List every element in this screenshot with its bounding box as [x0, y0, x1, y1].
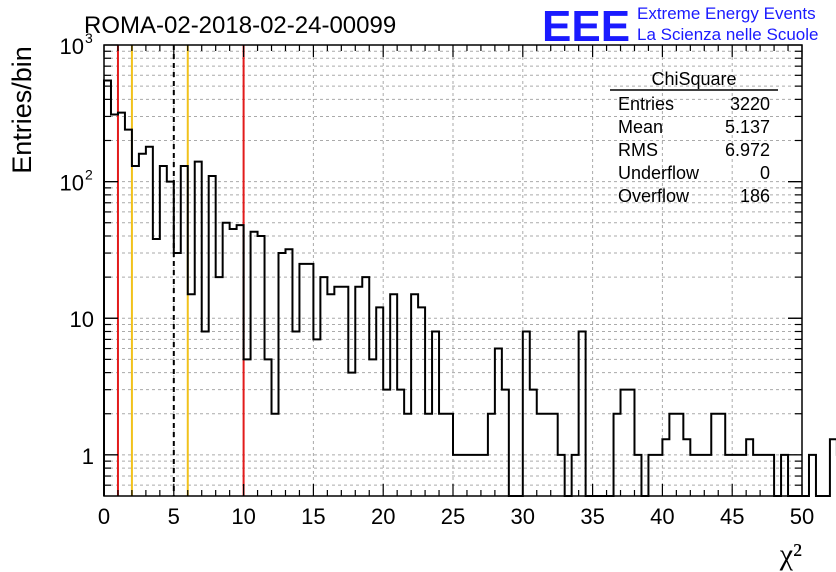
axis-ticks — [103, 44, 803, 496]
stats-row-value: 5.137 — [725, 117, 770, 137]
y-tick-label: 10 — [60, 34, 84, 59]
x-tick-label: 10 — [231, 504, 255, 529]
reference-lines — [116, 45, 245, 496]
x-tick-label: 0 — [98, 504, 110, 529]
stats-rows: Entries 3220 Mean 5.137 RMS 6.972 Underflow 0 Ov… — [618, 94, 770, 206]
stats-row-label: Overflow — [618, 186, 690, 206]
eee-logo-text: EEE — [542, 2, 630, 51]
y-tick-label: 1 — [82, 444, 94, 469]
y-tick-exponent: 3 — [85, 30, 93, 46]
x-tick-label: 15 — [301, 504, 325, 529]
y-tick-exponent: 2 — [85, 167, 93, 183]
x-tick-label: 45 — [720, 504, 744, 529]
x-tick-label: 20 — [371, 504, 395, 529]
x-tick-label: 25 — [441, 504, 465, 529]
stats-box: ChiSquare Entries 3220 Mean 5.137 RMS 6.972 Un… — [610, 69, 778, 206]
histogram-outline — [103, 79, 836, 497]
x-tick-label: 5 — [168, 504, 180, 529]
stats-title: ChiSquare — [651, 69, 736, 89]
grid-lines — [104, 45, 802, 496]
stats-row-value: 3220 — [730, 94, 770, 114]
x-tick-label: 35 — [580, 504, 604, 529]
stats-row-label: Mean — [618, 117, 663, 137]
stats-row-value: 186 — [740, 186, 770, 206]
y-axis-label: Entries/bin — [7, 46, 37, 174]
x-tick-label: 50 — [790, 504, 814, 529]
y-tick-label: 10 — [60, 171, 84, 196]
stats-row-value: 6.972 — [725, 140, 770, 160]
logo-line-2: La Scienza nelle Scuole — [637, 25, 818, 44]
stats-row-label: Entries — [618, 94, 674, 114]
logo-line-1: Extreme Energy Events — [637, 4, 816, 23]
stats-row-value: 0 — [760, 163, 770, 183]
eee-logo: EEE Extreme Energy Events La Scienza nel… — [542, 2, 818, 51]
x-tick-label: 40 — [650, 504, 674, 529]
chart-title: ROMA-02-2018-02-24-00099 — [84, 12, 396, 39]
stats-row-label: Underflow — [618, 163, 700, 183]
x-axis-label: χ² — [779, 538, 802, 571]
stats-row-label: RMS — [618, 140, 658, 160]
x-tick-label: 30 — [511, 504, 535, 529]
y-tick-label: 10 — [70, 307, 94, 332]
